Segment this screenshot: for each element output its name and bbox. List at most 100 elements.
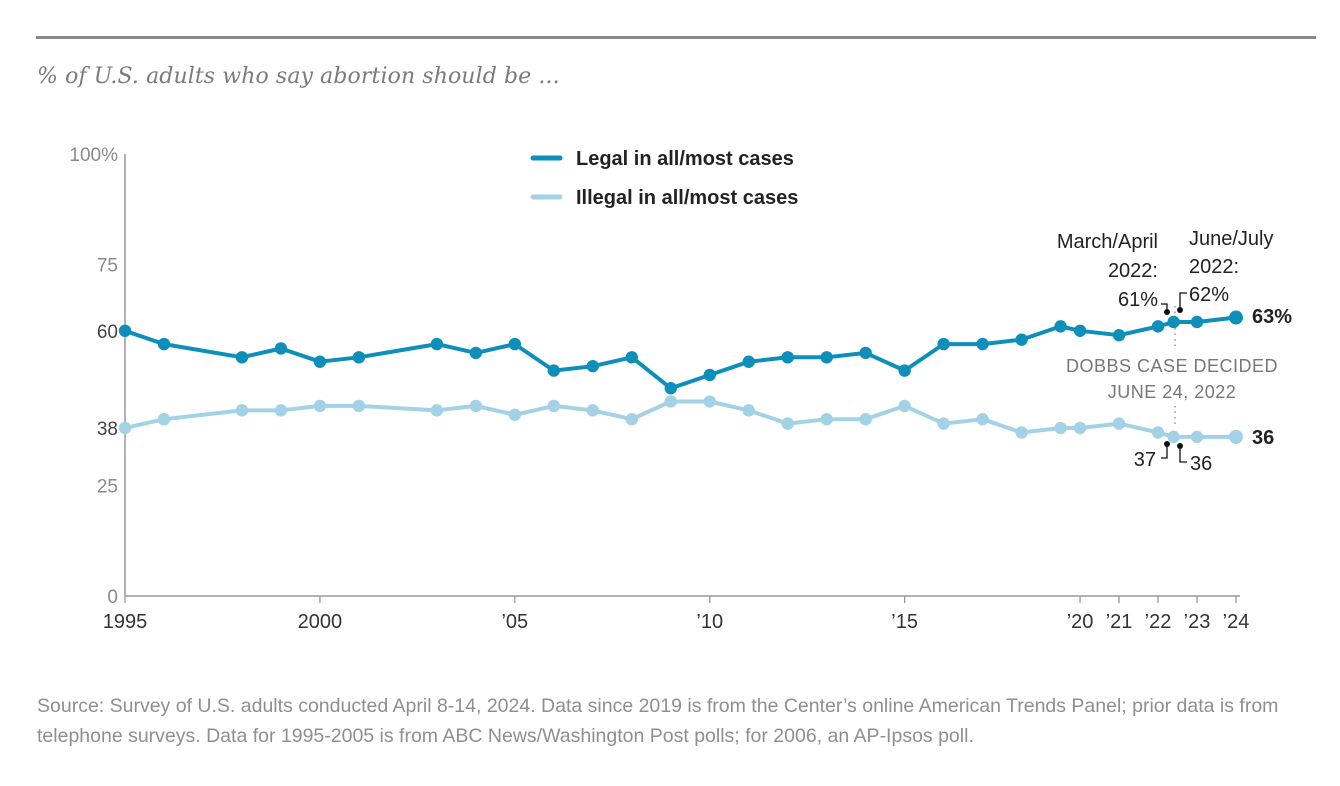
data-point-illegal (859, 413, 872, 426)
data-point-illegal (469, 399, 483, 413)
data-point-illegal (1167, 430, 1180, 444)
data-point-illegal (508, 408, 522, 421)
data-point-illegal (703, 395, 716, 408)
y-tick-label: 75 (97, 256, 118, 277)
data-point-legal (508, 337, 522, 351)
illegal-march-value: 37 (1134, 449, 1156, 471)
series-line-illegal (123, 399, 1238, 439)
data-point-legal (898, 364, 911, 377)
abortion-opinion-line-chart: 0 25 38 60 75 100% 1995 2000 ’05 ’10 ’15 ’20 ’21 ’22… (69, 145, 1292, 633)
data-point-legal (430, 337, 444, 351)
illegal-june-leader-bracket (1179, 446, 1187, 463)
data-point-illegal (1190, 430, 1204, 444)
data-point-illegal (586, 404, 599, 417)
march-leader-bracket (1161, 303, 1168, 312)
data-point-illegal (625, 413, 638, 426)
y-tick-label: 100% (69, 145, 118, 166)
data-point-illegal (1073, 421, 1087, 435)
data-point-legal (235, 351, 249, 364)
data-point-legal (1167, 315, 1180, 329)
data-point-illegal (274, 404, 288, 417)
data-point-legal (1015, 333, 1028, 346)
data-point-legal (118, 324, 132, 337)
x-tick-label: 2000 (298, 611, 343, 633)
march-april-label-line1: March/April (1057, 231, 1158, 253)
y-tick-label: 38 (97, 419, 118, 440)
data-point-legal (1054, 320, 1067, 333)
data-point-legal (1229, 310, 1243, 325)
data-point-legal (1151, 320, 1165, 333)
data-point-illegal (1015, 426, 1028, 439)
x-tick-label: ’21 (1106, 611, 1133, 633)
data-point-illegal (430, 404, 444, 417)
x-tick-label: ’20 (1067, 611, 1094, 633)
poll-annotations: March/April 2022: 61% June/July 2022: 62… (1057, 228, 1274, 475)
legend-illegal-label: Illegal in all/most cases (576, 187, 798, 209)
june-leader-bracket (1179, 292, 1187, 310)
end-label-legal: 63% (1252, 306, 1292, 328)
data-point-illegal (157, 413, 171, 426)
data-point-legal (1073, 324, 1087, 337)
data-point-illegal (820, 413, 833, 426)
y-tick-label: 60 (97, 322, 118, 343)
june-july-label-line2: 2022: (1189, 256, 1239, 278)
legend-legal-label: Legal in all/most cases (576, 148, 794, 170)
end-label-illegal: 36 (1252, 427, 1274, 449)
data-point-illegal (235, 404, 249, 417)
data-point-illegal (1151, 426, 1165, 439)
data-point-illegal (976, 413, 989, 426)
data-point-legal (352, 351, 366, 364)
top-rule (36, 36, 1316, 39)
x-tick-label: ’15 (891, 611, 918, 633)
x-tick-label: ’10 (696, 611, 723, 633)
march-april-label-line2: 2022: (1108, 260, 1158, 282)
march-april-value: 61% (1118, 289, 1158, 311)
data-point-illegal (352, 399, 366, 413)
data-point-illegal (547, 399, 561, 413)
data-point-legal (781, 351, 794, 364)
june-july-label-line1: June/July (1189, 228, 1274, 250)
data-point-illegal (1112, 417, 1126, 430)
y-axis-ticks: 0 25 38 60 75 100% (69, 145, 118, 608)
data-point-illegal (664, 395, 677, 408)
y-tick-label: 25 (97, 477, 118, 498)
x-tick-label: 1995 (103, 611, 148, 633)
data-point-legal (1190, 315, 1204, 329)
data-point-illegal (742, 404, 755, 417)
data-point-illegal (118, 421, 132, 435)
x-tick-label: ’05 (501, 611, 528, 633)
data-point-illegal (937, 417, 950, 430)
data-point-legal (742, 355, 755, 368)
data-point-legal (703, 368, 716, 382)
x-tick-label: ’22 (1145, 611, 1172, 633)
data-point-legal (157, 337, 171, 351)
series-illegal (118, 395, 1243, 444)
data-point-illegal (781, 417, 794, 430)
data-point-legal (937, 337, 950, 351)
data-point-legal (313, 355, 327, 368)
june-july-value: 62% (1189, 284, 1229, 306)
dobbs-label-line2: JUNE 24, 2022 (1108, 382, 1237, 402)
data-point-legal (859, 346, 872, 360)
data-point-legal (469, 346, 483, 360)
data-point-illegal (898, 399, 911, 413)
series-legal (118, 310, 1243, 395)
x-tick-label: ’24 (1223, 611, 1250, 633)
dobbs-label-line1: DOBBS CASE DECIDED (1066, 356, 1278, 376)
data-point-illegal (1054, 421, 1067, 435)
data-point-legal (664, 382, 677, 395)
data-point-illegal (313, 399, 327, 413)
x-axis-ticks: 1995 2000 ’05 ’10 ’15 ’20 ’21 ’22 ’23 ’24 (103, 596, 1250, 633)
data-point-legal (820, 351, 833, 364)
y-tick-label: 0 (107, 587, 118, 608)
data-point-legal (976, 337, 989, 351)
source-note: Source: Survey of U.S. adults conducted … (37, 695, 1279, 747)
legend: Legal in all/most cases Illegal in all/m… (530, 148, 798, 209)
data-point-legal (1112, 329, 1126, 342)
illegal-march-leader-bracket (1161, 444, 1168, 459)
data-point-illegal (1229, 429, 1243, 444)
data-point-legal (274, 342, 288, 355)
illegal-june-value: 36 (1190, 453, 1212, 475)
data-point-legal (547, 364, 561, 377)
data-point-legal (586, 359, 599, 373)
